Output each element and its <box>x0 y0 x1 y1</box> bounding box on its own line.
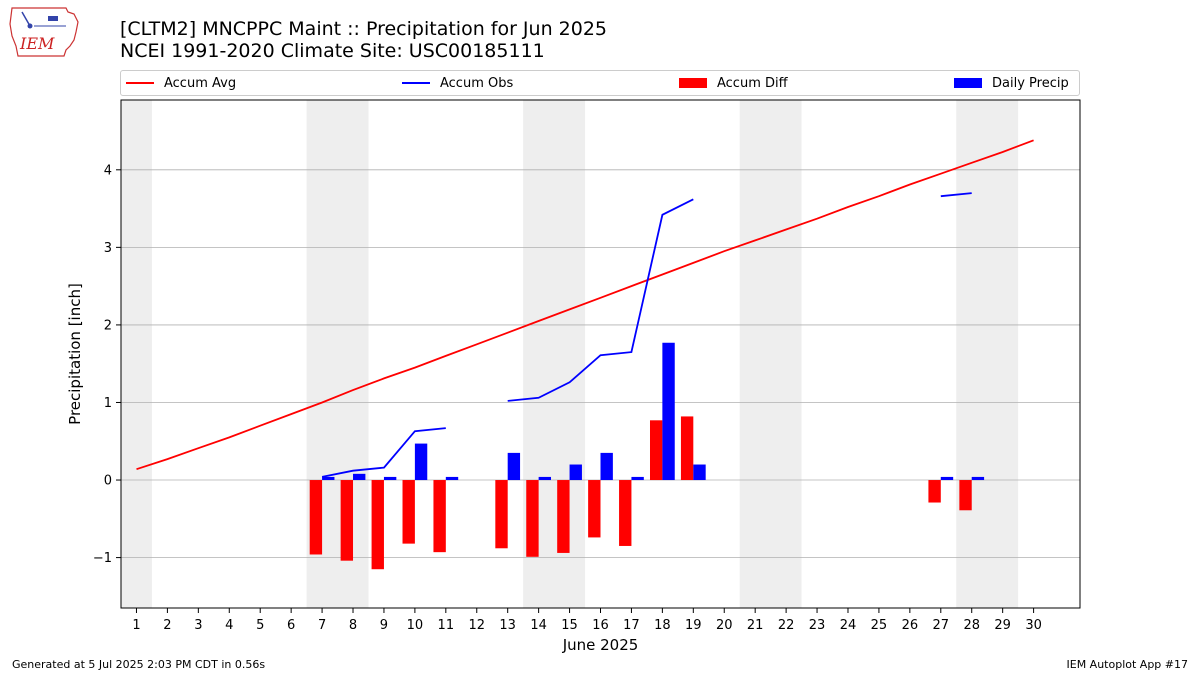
x-tick-label: 9 <box>380 618 388 633</box>
daily-precip-bar <box>353 473 366 481</box>
legend-swatch-accum-obs <box>402 82 430 84</box>
x-tick-label: 2 <box>163 618 171 633</box>
x-tick-label: 6 <box>287 618 295 633</box>
diff-bar <box>649 420 663 481</box>
legend-item-daily-precip: Daily Precip <box>954 74 1069 92</box>
accum-avg-line <box>136 139 1034 471</box>
daily-precip-bar <box>569 464 582 481</box>
logo-text: IEM <box>19 34 55 53</box>
daily-precip-bar <box>414 443 428 481</box>
chart-title: [CLTM2] MNCPPC Maint :: Precipitation fo… <box>120 18 607 62</box>
legend: Accum Avg Accum Obs Accum Diff Daily Pre… <box>120 70 1080 96</box>
x-tick-label: 16 <box>592 618 609 633</box>
footer-generated: Generated at 5 Jul 2025 2:03 PM CDT in 0… <box>12 658 266 671</box>
x-tick-label: 4 <box>225 618 233 633</box>
diff-bar <box>526 480 539 557</box>
x-tick-label: 25 <box>871 618 888 633</box>
legend-item-accum-avg: Accum Avg <box>126 74 236 92</box>
daily-precip-bar <box>322 476 335 481</box>
diff-bar <box>680 416 694 481</box>
diff-bar <box>557 480 570 553</box>
title-line-1: [CLTM2] MNCPPC Maint :: Precipitation fo… <box>120 18 608 40</box>
accum-obs-line <box>940 192 972 198</box>
daily-precip-bar <box>631 476 644 481</box>
x-tick-label: 17 <box>623 618 640 633</box>
legend-swatch-accum-avg <box>126 82 154 84</box>
weekend-band <box>956 100 1019 608</box>
x-tick-label: 21 <box>747 618 764 633</box>
y-tick-label: 3 <box>104 241 112 256</box>
x-tick-label: 19 <box>685 618 702 633</box>
x-tick-label: 10 <box>407 618 424 633</box>
x-tick-label: 24 <box>840 618 857 633</box>
daily-precip-bar <box>383 476 397 481</box>
weekend-band <box>121 100 152 608</box>
weekend-band <box>739 100 802 608</box>
legend-item-accum-diff: Accum Diff <box>679 74 788 92</box>
daily-precip-bar <box>445 476 459 481</box>
daily-precip-bar <box>940 476 954 481</box>
diff-bar <box>619 480 632 546</box>
legend-label-accum-diff: Accum Diff <box>717 75 788 91</box>
x-tick-label: 20 <box>716 618 733 633</box>
x-tick-label: 27 <box>933 618 950 633</box>
x-tick-label: 13 <box>499 618 516 633</box>
diff-bar <box>928 480 941 503</box>
y-tick-label: 4 <box>104 163 112 178</box>
daily-precip-bar <box>538 476 552 481</box>
legend-label-accum-avg: Accum Avg <box>164 75 237 91</box>
legend-swatch-daily-precip <box>954 78 982 88</box>
x-tick-label: 29 <box>994 618 1011 633</box>
x-tick-label: 28 <box>963 618 980 633</box>
diff-bar <box>402 480 415 544</box>
y-tick-label: 2 <box>104 318 112 333</box>
y-tick-label: −1 <box>93 551 112 566</box>
legend-label-accum-obs: Accum Obs <box>440 75 514 91</box>
diff-bar <box>588 480 601 538</box>
daily-precip-bar <box>600 452 613 481</box>
legend-item-accum-obs: Accum Obs <box>402 74 513 92</box>
x-tick-label: 8 <box>349 618 357 633</box>
y-tick-label: 0 <box>104 474 112 489</box>
iem-logo: IEM <box>9 7 79 57</box>
diff-bar <box>371 480 384 570</box>
title-line-2: NCEI 1991-2020 Climate Site: USC00185111 <box>120 40 545 62</box>
x-tick-label: 15 <box>561 618 578 633</box>
footer-app: IEM Autoplot App #17 <box>1066 658 1189 671</box>
diff-bar <box>495 480 508 549</box>
accum-obs-line <box>507 198 694 402</box>
x-tick-label: 30 <box>1025 618 1042 633</box>
x-tick-label: 5 <box>256 618 264 633</box>
x-tick-label: 18 <box>654 618 671 633</box>
daily-precip-bar <box>693 464 706 481</box>
x-tick-label: 1 <box>132 618 140 633</box>
x-axis-label: June 2025 <box>562 636 639 654</box>
legend-swatch-accum-diff <box>679 78 707 88</box>
accum-obs-line <box>321 427 446 478</box>
y-tick-label: 1 <box>104 396 112 411</box>
x-tick-label: 7 <box>318 618 326 633</box>
x-tick-label: 23 <box>809 618 826 633</box>
x-tick-label: 26 <box>902 618 919 633</box>
diff-bar <box>340 480 354 561</box>
x-tick-label: 12 <box>468 618 485 633</box>
x-tick-label: 14 <box>530 618 547 633</box>
diff-bar <box>959 480 972 511</box>
daily-precip-bar <box>507 452 521 481</box>
x-tick-label: 3 <box>194 618 202 633</box>
daily-precip-bar <box>971 476 985 481</box>
diff-bar <box>309 480 323 555</box>
legend-label-daily-precip: Daily Precip <box>992 75 1069 91</box>
y-axis-label: Precipitation [inch] <box>66 283 84 425</box>
daily-precip-bar <box>662 342 675 481</box>
x-tick-label: 22 <box>778 618 795 633</box>
x-tick-label: 11 <box>438 618 455 633</box>
diff-bar <box>433 480 446 553</box>
